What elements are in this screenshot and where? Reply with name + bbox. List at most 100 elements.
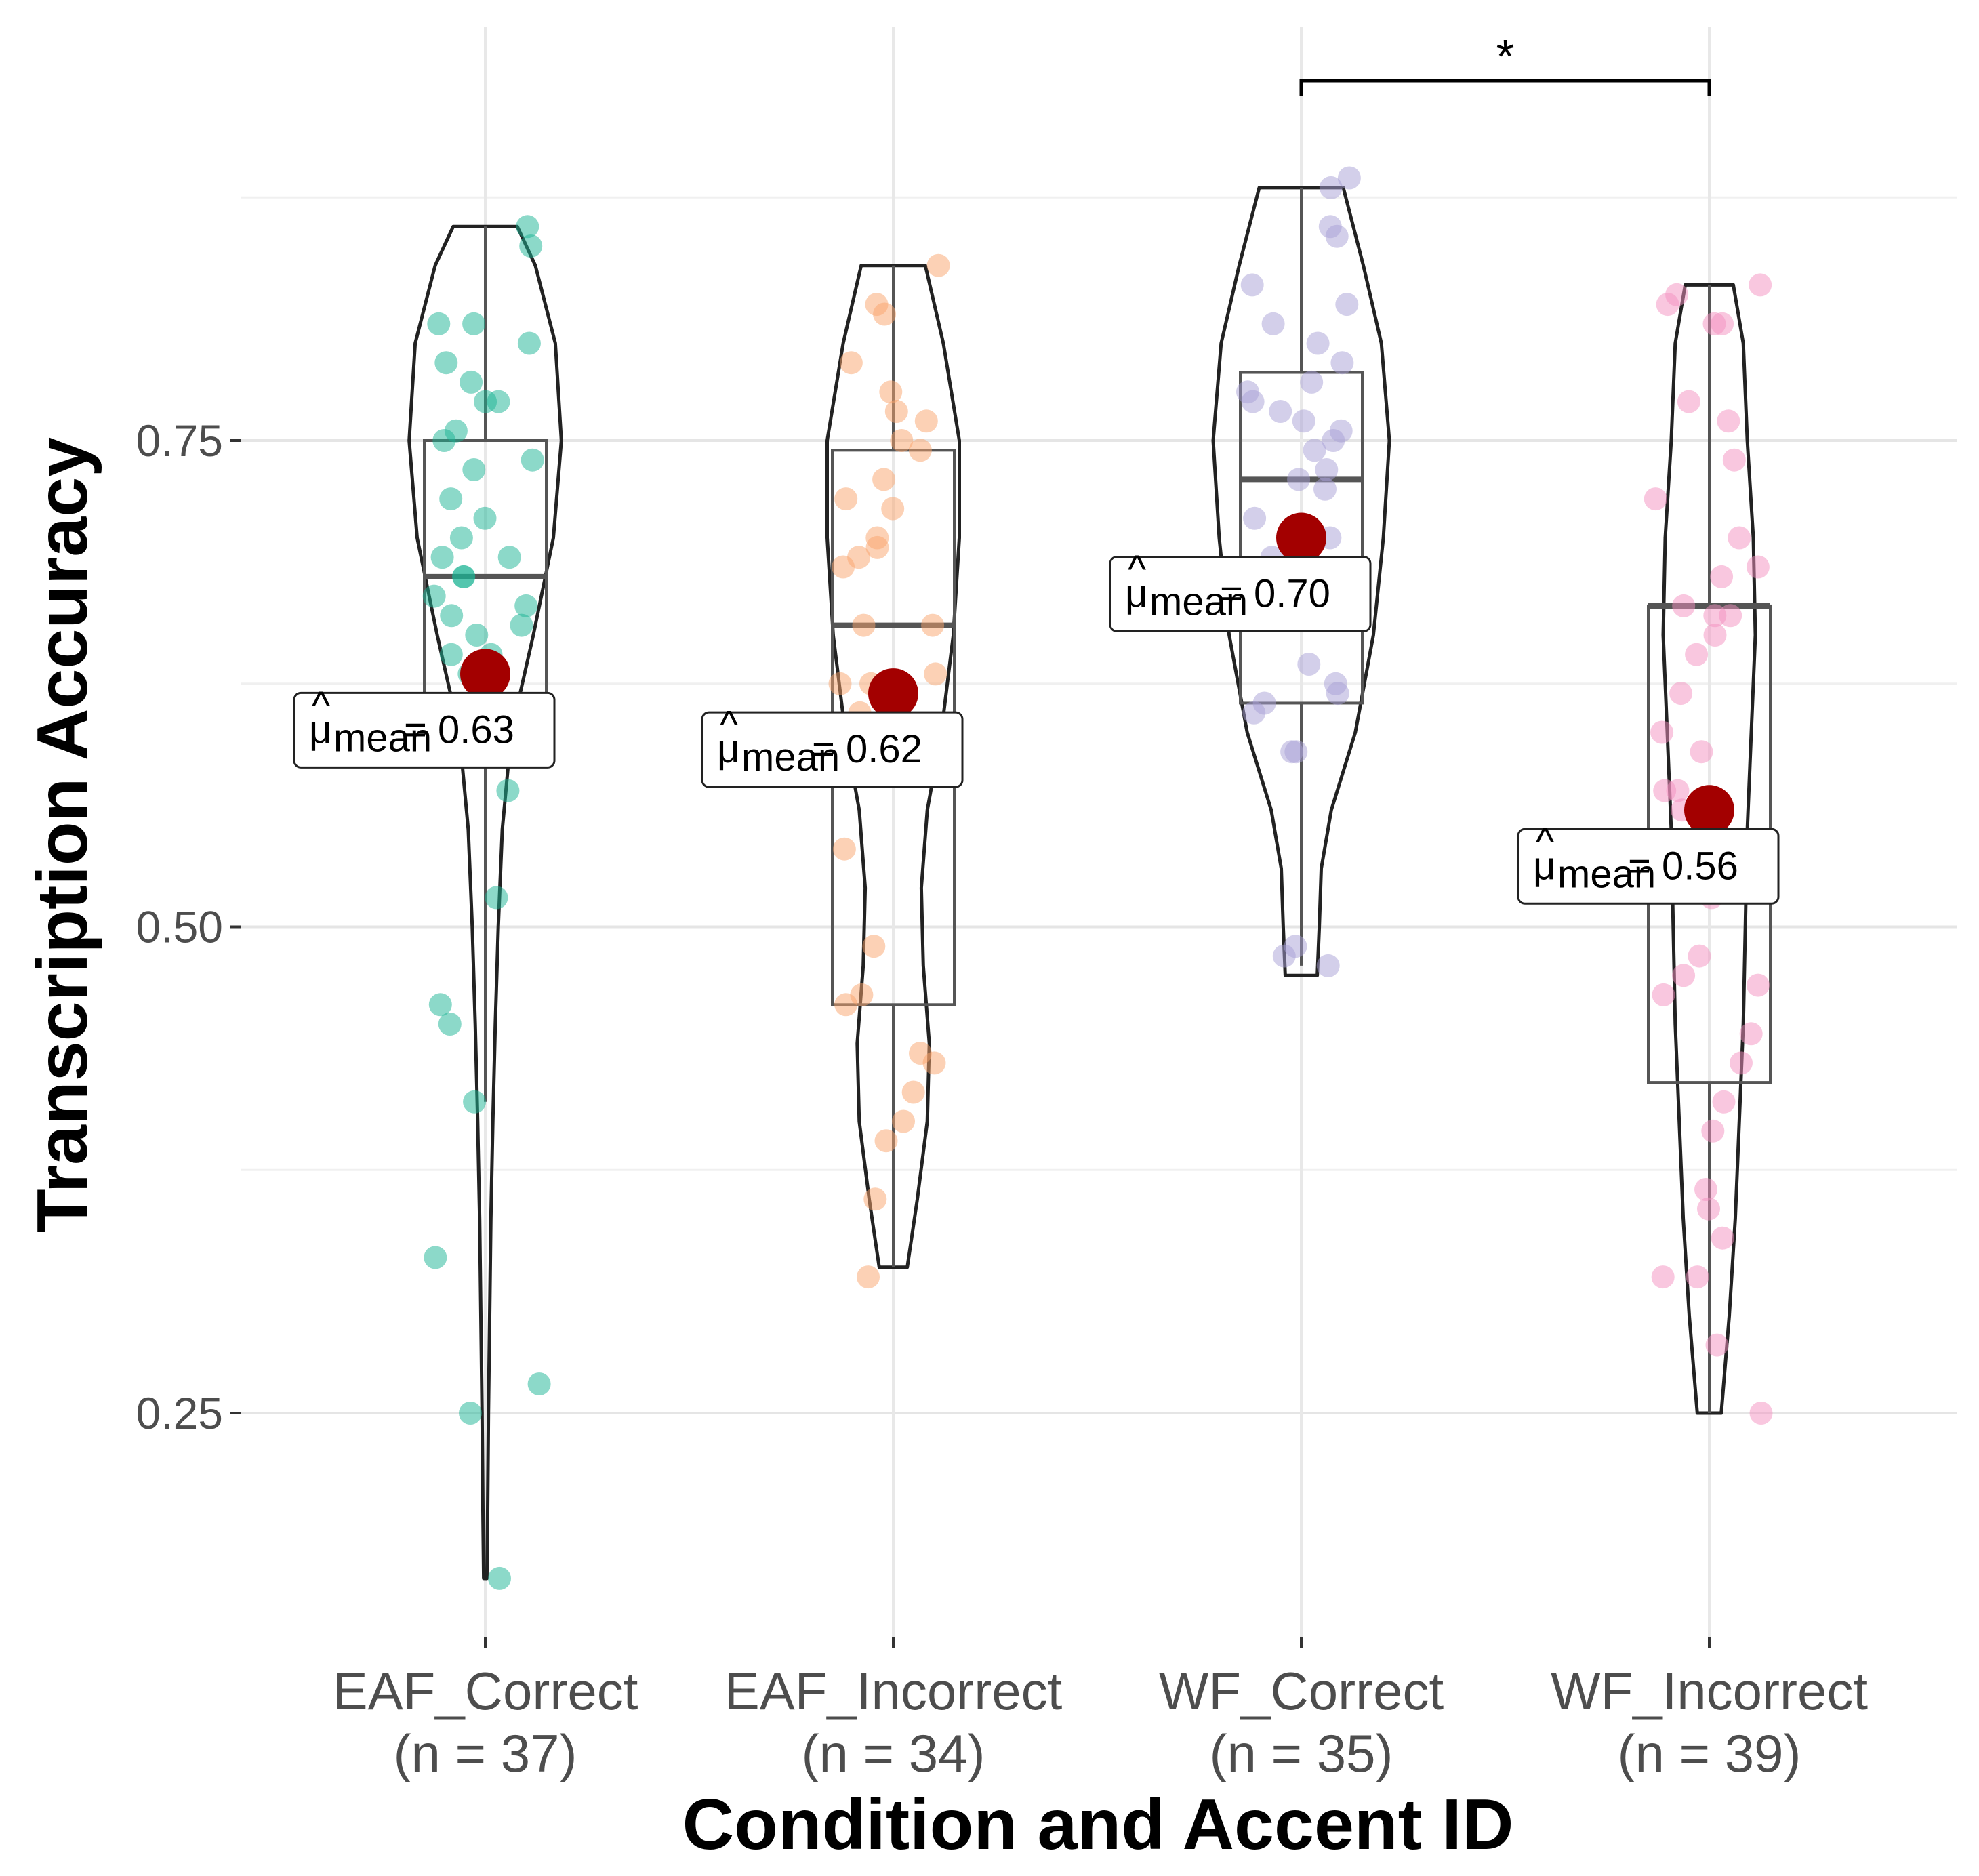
data-point xyxy=(1669,682,1693,706)
mean-label-symbol: μ xyxy=(309,708,331,752)
data-point xyxy=(874,1129,898,1153)
data-point xyxy=(1672,964,1696,987)
data-point xyxy=(1303,439,1326,462)
data-point xyxy=(862,935,886,958)
data-point xyxy=(460,370,483,394)
data-point xyxy=(510,613,533,637)
data-point xyxy=(459,1402,482,1425)
mean-label-value: = 0.63 xyxy=(404,708,514,752)
data-point xyxy=(1322,429,1345,452)
mean-layer: μ^mean= 0.63 μ^mean= 0.62μ^mean= 0.70μ^me… xyxy=(293,512,1780,905)
data-point xyxy=(1666,779,1690,802)
data-point xyxy=(430,546,454,569)
data-point xyxy=(914,409,938,433)
data-point xyxy=(1313,477,1337,501)
data-point xyxy=(1326,682,1349,706)
data-point xyxy=(1685,643,1709,666)
data-point xyxy=(1711,1226,1734,1250)
data-point xyxy=(1297,653,1321,676)
data-point xyxy=(434,351,458,375)
data-point xyxy=(485,886,508,910)
mean-label: μ^mean= 0.62 xyxy=(701,703,964,788)
violin-EAF_Incorrect xyxy=(825,264,961,1269)
data-point xyxy=(1261,312,1285,335)
data-point xyxy=(1651,1265,1675,1289)
data-point xyxy=(873,302,897,326)
mean-label-hat: ^ xyxy=(312,683,330,727)
y-tick-label: 0.50 xyxy=(136,902,223,952)
mean-label-box xyxy=(1517,828,1780,905)
data-point xyxy=(908,439,932,462)
data-point xyxy=(1747,973,1770,997)
data-point xyxy=(517,331,541,355)
data-point xyxy=(1319,176,1343,199)
data-point xyxy=(872,468,896,491)
data-point xyxy=(497,546,521,569)
mean-label-symbol: μ xyxy=(717,727,739,771)
y-axis-title: Transcription Accuracy xyxy=(22,437,102,1233)
x-category-n-label: (n = 34) xyxy=(802,1724,985,1783)
violin-WF_Incorrect xyxy=(1661,283,1757,1415)
data-point xyxy=(1269,400,1292,423)
data-point xyxy=(839,351,863,375)
data-point xyxy=(1712,1090,1736,1114)
data-point xyxy=(832,555,855,579)
data-point xyxy=(1330,351,1354,375)
data-point xyxy=(439,643,463,666)
data-point xyxy=(452,565,475,588)
data-point xyxy=(1697,1197,1720,1221)
x-category-label: WF_Incorrect xyxy=(1551,1661,1868,1721)
data-point xyxy=(1690,740,1713,764)
data-point xyxy=(1300,370,1324,394)
data-point xyxy=(1711,312,1734,335)
x-category-label: EAF_Correct xyxy=(333,1661,638,1721)
data-point xyxy=(1672,594,1696,617)
y-tick-label: 0.25 xyxy=(136,1388,223,1438)
data-point xyxy=(424,1246,447,1269)
mean-label-subscript: mean xyxy=(333,716,432,760)
mean-label-value: = 0.70 xyxy=(1220,572,1330,616)
mean-label-box xyxy=(293,691,556,769)
data-point xyxy=(926,253,950,277)
data-point xyxy=(1656,293,1679,317)
data-point xyxy=(1652,983,1675,1006)
mean-label-box xyxy=(701,711,964,788)
significance-label: * xyxy=(1496,30,1514,83)
data-point xyxy=(1644,487,1667,511)
data-point xyxy=(892,1109,915,1133)
data-point xyxy=(863,1187,887,1211)
data-point xyxy=(462,312,486,335)
data-point xyxy=(1650,720,1674,744)
data-point xyxy=(1739,1022,1763,1046)
data-point xyxy=(1240,273,1264,297)
data-point xyxy=(881,497,905,521)
violin-layer xyxy=(407,186,1757,1581)
mean-label-value: = 0.62 xyxy=(812,727,922,771)
mean-label: μ^mean= 0.63 xyxy=(293,683,556,769)
data-point xyxy=(1241,390,1265,413)
data-point xyxy=(879,380,903,404)
data-point xyxy=(1705,1333,1729,1357)
data-point xyxy=(1272,944,1296,968)
x-axis-title: Condition and Accent ID xyxy=(682,1785,1514,1864)
data-point xyxy=(1749,273,1772,297)
mean-label-hat: ^ xyxy=(720,703,738,747)
significance-layer: * xyxy=(1299,30,1711,96)
data-point xyxy=(463,1090,487,1114)
data-point xyxy=(462,458,486,481)
mean-point xyxy=(1684,785,1734,836)
data-point xyxy=(865,535,889,559)
mean-label-subscript: mean xyxy=(741,735,840,779)
data-point xyxy=(1292,409,1315,433)
mean-point xyxy=(868,668,918,719)
data-point xyxy=(884,400,908,423)
data-point xyxy=(1337,166,1361,190)
data-point xyxy=(922,1051,946,1075)
data-point xyxy=(1677,390,1700,413)
mean-label: μ^mean= 0.70 xyxy=(1109,548,1372,632)
data-point xyxy=(488,1566,511,1590)
data-point xyxy=(1335,293,1359,317)
significance-bracket xyxy=(1299,79,1711,96)
data-point xyxy=(921,613,945,637)
mean-point xyxy=(1276,512,1326,563)
